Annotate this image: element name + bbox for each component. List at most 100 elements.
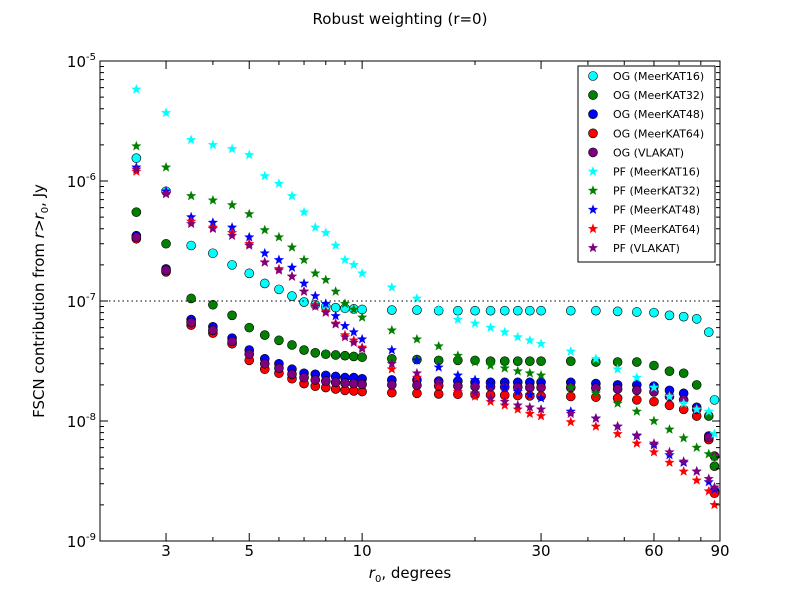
- data-point-s9-33: [691, 466, 702, 476]
- data-point-s7-18: [433, 361, 444, 372]
- data-point-s7-17: [411, 354, 423, 365]
- y-tick-base-0: 10: [67, 533, 86, 551]
- legend-label-1: OG (MeerKAT32): [613, 89, 704, 102]
- data-point-s9-23: [512, 399, 523, 410]
- data-point-s5-22: [499, 326, 510, 337]
- data-point-s1-31: [664, 366, 675, 377]
- data-point-s9-9: [298, 286, 310, 296]
- data-point-s6-21: [485, 360, 496, 370]
- data-point-s0-29: [632, 307, 642, 317]
- y-tick-base-1: 10: [67, 413, 86, 431]
- data-point-s9-30: [648, 438, 660, 448]
- data-point-s6-1: [160, 161, 172, 172]
- y-tick-base-2: 10: [67, 293, 86, 311]
- data-point-s5-2: [185, 134, 197, 145]
- data-point-s5-28: [612, 363, 623, 374]
- legend-box: [577, 65, 716, 263]
- y-tick-label-4: 10-5: [67, 52, 96, 71]
- data-point-s9-28: [612, 421, 623, 431]
- y-axis-label: FSCN contribution from r>r0, Jy: [30, 184, 51, 418]
- legend-label-4: OG (VLAKAT): [613, 146, 684, 159]
- data-point-s4-2: [186, 317, 196, 328]
- data-point-s9-29: [631, 429, 642, 440]
- data-point-s8-21: [485, 396, 496, 407]
- data-point-s1-30: [649, 360, 659, 371]
- data-point-s6-4: [226, 199, 238, 210]
- data-point-s5-27: [590, 353, 602, 364]
- data-point-s6-5: [244, 208, 255, 219]
- x-axis-label-symbol: r: [369, 564, 376, 582]
- data-point-s5-19: [452, 314, 464, 324]
- data-point-s1-9: [299, 345, 309, 355]
- data-point-s7-14: [348, 326, 359, 337]
- data-point-s7-13: [339, 320, 351, 331]
- data-point-s0-9: [299, 297, 309, 307]
- legend-label-2: OG (MeerKAT48): [613, 108, 704, 121]
- data-point-s5-16: [386, 281, 397, 292]
- data-point-s0-30: [649, 307, 659, 318]
- data-point-s5-1: [160, 107, 172, 118]
- data-point-s6-32: [678, 432, 689, 443]
- data-point-s6-25: [535, 369, 547, 380]
- data-point-s4-3: [208, 325, 218, 336]
- data-point-s0-16: [387, 305, 397, 315]
- data-point-s0-3: [208, 248, 218, 259]
- data-point-s0-27: [591, 305, 601, 316]
- data-point-s1-8: [287, 340, 297, 350]
- data-point-s5-10: [310, 222, 321, 232]
- y-tick-exp-1: -8: [86, 412, 96, 423]
- data-point-s9-6: [259, 256, 270, 267]
- y-tick-label-0: 10-9: [67, 532, 96, 551]
- x-tick-label-1: 5: [244, 542, 254, 560]
- data-point-s4-10: [310, 375, 321, 385]
- data-point-s7-10: [310, 290, 321, 301]
- data-point-s1-24: [525, 356, 535, 367]
- data-point-s6-14: [348, 304, 359, 314]
- data-point-s3-26: [565, 391, 576, 402]
- data-point-s0-26: [565, 305, 576, 316]
- data-point-s8-33: [691, 474, 702, 485]
- data-point-s8-25: [535, 410, 547, 421]
- data-point-s0-31: [664, 310, 675, 321]
- data-point-s5-24: [524, 334, 535, 345]
- legend-marker-4: [588, 147, 598, 158]
- data-point-s0-2: [186, 240, 196, 251]
- data-point-s3-32: [678, 404, 689, 415]
- data-point-s8-16: [386, 363, 397, 374]
- data-point-s7-6: [259, 247, 270, 258]
- x-axis-ticks: 3 5 10 30 60 90: [99, 61, 730, 560]
- x-tick-label-2: 10: [353, 542, 372, 560]
- data-point-s9-7: [273, 264, 285, 275]
- data-point-s5-34: [703, 406, 714, 416]
- data-point-s0-17: [412, 305, 422, 315]
- data-point-s8-20: [469, 391, 481, 401]
- y-tick-base-4: 10: [67, 53, 86, 71]
- data-point-s7-16: [386, 344, 397, 355]
- plot-markers: [131, 83, 720, 510]
- data-point-s4-9: [299, 372, 309, 383]
- data-point-s5-18: [433, 304, 444, 314]
- data-point-s6-17: [411, 333, 423, 344]
- data-point-s6-19: [452, 350, 464, 361]
- data-point-s7-22: [499, 382, 510, 392]
- data-point-s9-10: [310, 301, 321, 311]
- data-point-s1-29: [632, 357, 642, 367]
- data-point-s5-31: [664, 391, 675, 401]
- data-point-s6-3: [207, 194, 219, 205]
- data-point-s0-32: [678, 311, 689, 322]
- legend-marker-1: [588, 90, 598, 100]
- data-point-s9-34: [703, 473, 714, 484]
- data-point-s4-6: [259, 358, 270, 369]
- data-point-s0-24: [525, 305, 535, 316]
- data-point-s4-8: [287, 369, 297, 380]
- data-point-s0-20: [470, 305, 480, 316]
- data-point-s9-13: [339, 331, 351, 342]
- data-point-s8-24: [524, 408, 535, 419]
- data-point-s0-33: [691, 314, 702, 324]
- data-point-s5-12: [330, 240, 341, 250]
- x-tick-label-4: 60: [644, 542, 663, 560]
- data-point-s5-32: [678, 398, 689, 408]
- data-point-s9-18: [433, 376, 444, 387]
- y-tick-exp-0: -9: [86, 532, 96, 543]
- data-point-s6-0: [131, 140, 142, 151]
